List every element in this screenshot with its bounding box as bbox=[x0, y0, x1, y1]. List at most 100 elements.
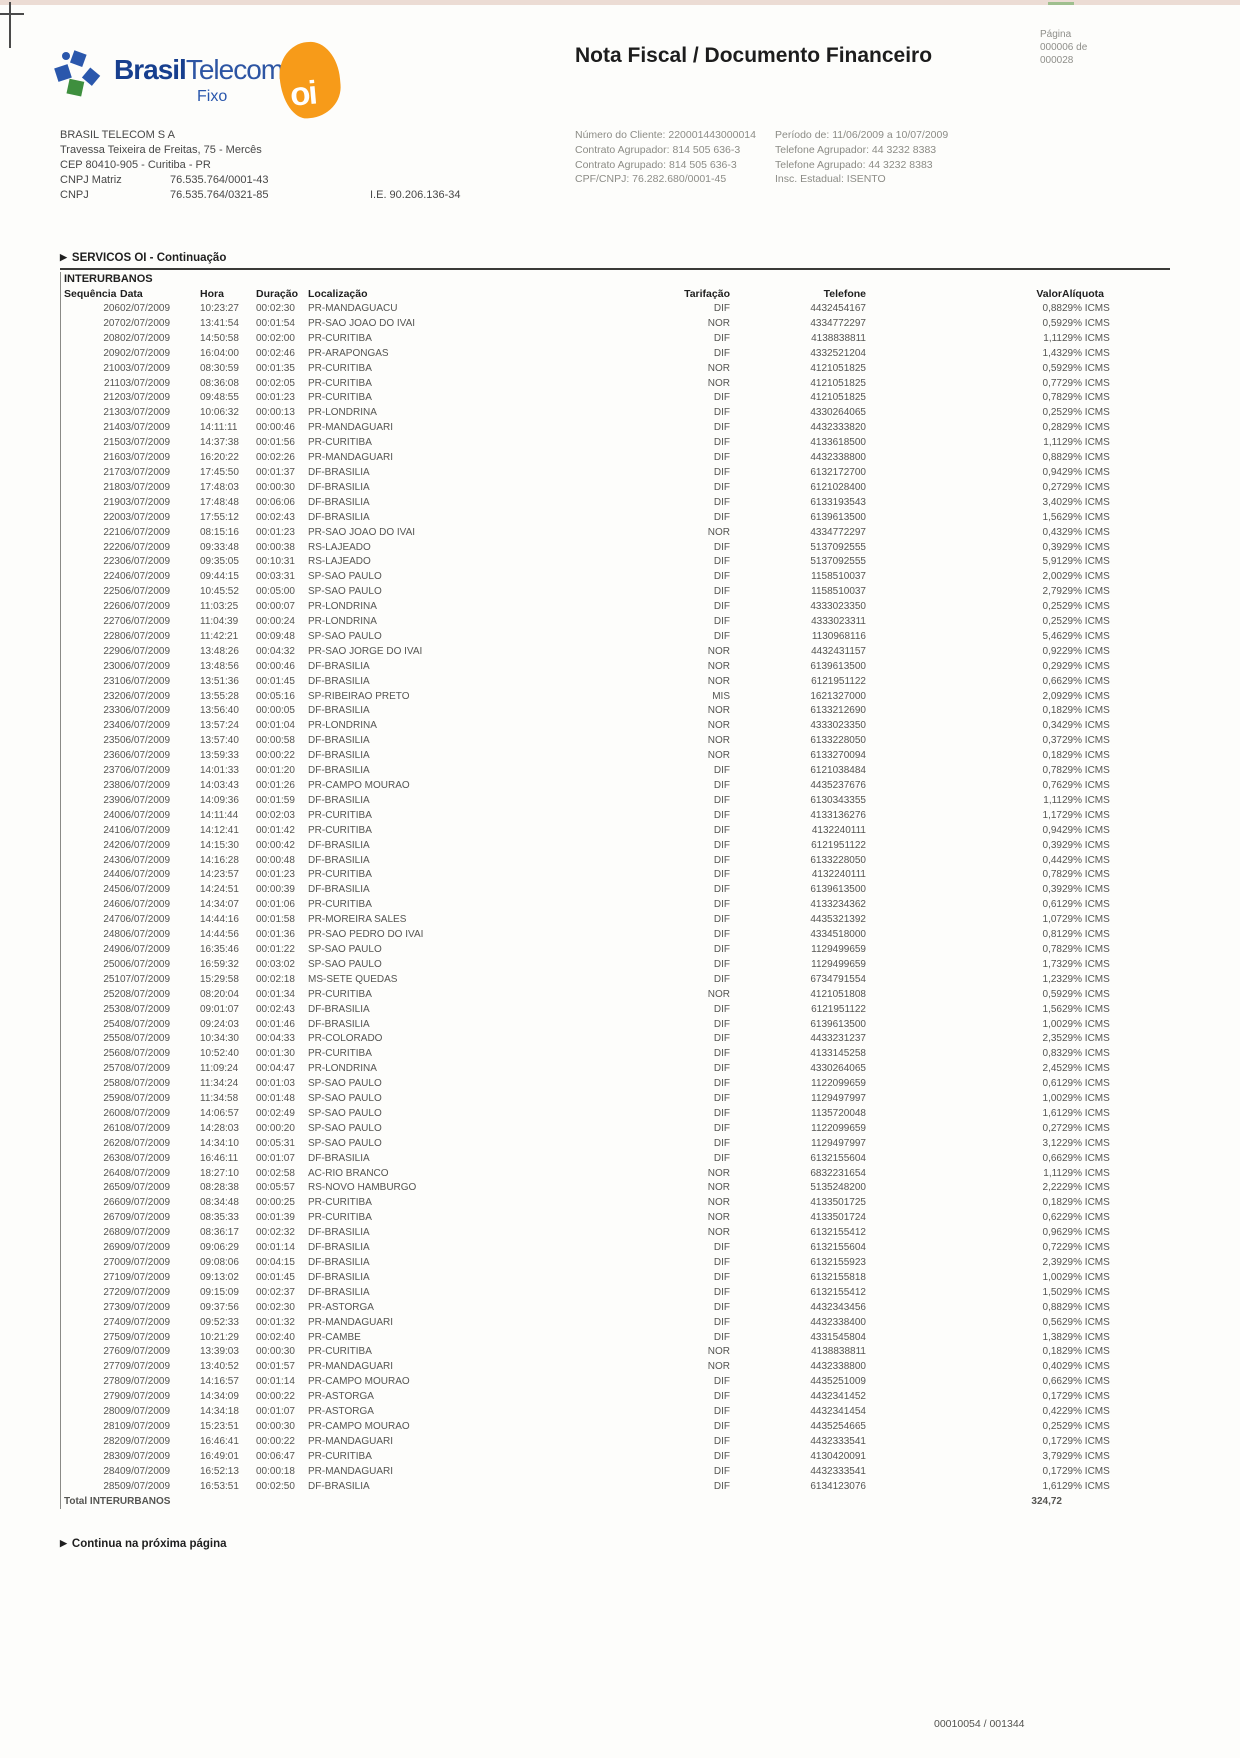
column-header-localizao: Localização bbox=[308, 288, 368, 300]
table-row: 238 06/07/2009 14:03:43 00:01:26 PR-CAMPO MO… bbox=[103, 780, 1110, 791]
table-row: 212 03/07/2009 09:48:55 00:01:23 PR-CURITIBA… bbox=[103, 392, 1110, 404]
table-row: 271 09/07/2009 09:13:02 00:01:45 DF-BRASILIA… bbox=[103, 1271, 1110, 1283]
page-counter-label: Página bbox=[1040, 29, 1072, 40]
column-header-telefone: Telefone bbox=[823, 288, 866, 300]
table-row: 230 06/07/2009 13:48:56 00:00:46 DF-BRASILIA… bbox=[103, 660, 1110, 672]
table-row: 274 09/07/2009 09:52:33 00:01:32 PR-MANDAGUA… bbox=[103, 1316, 1110, 1328]
call-group-label: INTERURBANOS bbox=[64, 273, 153, 285]
table-row: 216 03/07/2009 16:20:22 00:02:26 PR-MANDAGUA… bbox=[103, 452, 1110, 464]
scan-artifact-top-strip bbox=[0, 0, 1240, 5]
table-row: 220 03/07/2009 17:55:12 00:02:43 DF-BRASILIA… bbox=[103, 511, 1110, 523]
table-row: 266 09/07/2009 08:34:48 00:00:25 PR-CURITIBA… bbox=[103, 1197, 1110, 1209]
continuation-text: Continua na próxima página bbox=[71, 1538, 227, 1550]
section-divider bbox=[60, 268, 1170, 270]
table-row: 221 06/07/2009 08:15:16 00:01:23 PR-SAO JOAO… bbox=[103, 526, 1110, 538]
table-row: 249 06/07/2009 16:35:46 00:01:22 SP-SAO PAUL… bbox=[103, 943, 1110, 955]
page-counter-total: 000028 bbox=[1040, 55, 1074, 66]
table-row: 227 06/07/2009 11:04:39 00:00:24 PR-LONDRINA… bbox=[103, 616, 1110, 628]
section-title-text: SERVICOS OI - Continuação bbox=[71, 252, 227, 264]
brasil-telecom-logo-icon bbox=[54, 50, 101, 97]
table-row: 209 02/07/2009 16:04:00 00:02:46 PR-ARAPONGA… bbox=[103, 347, 1110, 359]
table-row: 225 06/07/2009 10:45:52 00:05:00 SP-SAO PAUL… bbox=[103, 586, 1110, 598]
table-row: 222 06/07/2009 09:33:48 00:00:38 RS-LAJEADO D… bbox=[103, 541, 1110, 553]
table-row: 285 09/07/2009 16:53:51 00:02:50 DF-BRASILIA… bbox=[103, 1480, 1110, 1492]
table-row: 224 06/07/2009 09:44:15 00:03:31 SP-SAO PAUL… bbox=[103, 571, 1110, 583]
section-title: ▶ SERVICOS OI - Continuação bbox=[60, 252, 1170, 264]
client-info-line: Contrato Agrupador: 814 505 636-3 bbox=[575, 143, 741, 156]
cnpj-matriz-value: 76.535.764/0001-43 bbox=[170, 174, 269, 186]
document-reference-number: 00010054 / 001344 bbox=[934, 1718, 1025, 1730]
table-row: 235 06/07/2009 13:57:40 00:00:58 DF-BRASILIA… bbox=[103, 735, 1110, 747]
table-row: 210 03/07/2009 08:30:59 00:01:35 PR-CURITIBA… bbox=[103, 362, 1110, 374]
table-row: 250 06/07/2009 16:59:32 00:03:02 SP-SAO PAUL… bbox=[103, 958, 1110, 970]
calls-table: Sequência Data Hora Duração Localização Tarif… bbox=[64, 287, 1168, 1509]
table-row: 236 06/07/2009 13:59:33 00:00:22 DF-BRASILIA… bbox=[103, 750, 1110, 762]
table-row: 276 09/07/2009 13:39:03 00:00:30 PR-CURITIBA… bbox=[103, 1346, 1110, 1358]
table-row: 232 06/07/2009 13:55:28 00:05:16 SP-RIBEIRAO… bbox=[103, 690, 1110, 702]
table-row: 257 08/07/2009 11:09:24 00:04:47 PR-LONDRINA… bbox=[103, 1063, 1110, 1075]
table-row: 282 09/07/2009 16:46:41 00:00:22 PR-MANDAGUA… bbox=[103, 1435, 1110, 1447]
page-counter-value: 000006 de bbox=[1040, 42, 1088, 53]
call-table-body: 206 02/07/2009 10:23:27 00:02:30 PR-MANDAGUA… bbox=[64, 302, 1168, 1495]
table-row: 255 08/07/2009 10:34:30 00:04:33 PR-COLORADO… bbox=[103, 1033, 1110, 1045]
issuer-cnpj-row: CNPJ 76.535.764/0321-85 bbox=[60, 188, 268, 203]
table-row: 240 06/07/2009 14:11:44 00:02:03 PR-CURITIBA… bbox=[103, 809, 1110, 821]
table-header-row: Sequência Data Hora Duração Localização Tarif… bbox=[64, 287, 1168, 302]
table-row: 229 06/07/2009 13:48:26 00:04:32 PR-SAO JORG… bbox=[103, 645, 1110, 657]
cnpj-value: 76.535.764/0321-85 bbox=[170, 189, 269, 201]
table-row: 226 06/07/2009 11:03:25 00:00:07 PR-LONDRINA… bbox=[103, 601, 1110, 613]
total-label: Total INTERURBANOS bbox=[64, 1495, 171, 1507]
table-row: 259 08/07/2009 11:34:58 00:01:48 SP-SAO PAUL… bbox=[103, 1093, 1110, 1105]
table-row: 215 03/07/2009 14:37:38 00:01:56 PR-CURITIBA… bbox=[103, 437, 1110, 449]
column-header-hora: Hora bbox=[200, 288, 224, 300]
table-row: 223 06/07/2009 09:35:05 00:10:31 RS-LAJEADO D… bbox=[103, 556, 1110, 568]
client-info-line: Telefone Agrupado: 44 3232 8383 bbox=[775, 158, 933, 171]
client-info-line: Insc. Estadual: ISENTO bbox=[775, 173, 886, 186]
issuer-name: BRASIL TELECOM S A bbox=[60, 129, 175, 141]
table-row: 278 09/07/2009 14:16:57 00:01:14 PR-CAMPO MO… bbox=[103, 1376, 1110, 1388]
table-row: 217 03/07/2009 17:45:50 00:01:37 DF-BRASILIA… bbox=[103, 466, 1110, 478]
table-row: 270 09/07/2009 09:08:06 00:04:15 DF-BRASILIA… bbox=[103, 1257, 1110, 1268]
table-row: 273 09/07/2009 09:37:56 00:02:30 PR-ASTORGA D… bbox=[103, 1301, 1110, 1313]
table-row: 252 08/07/2009 08:20:04 00:01:34 PR-CURITIBA… bbox=[103, 988, 1110, 1000]
page-counter: Página 000006 de 000028 bbox=[1040, 28, 1087, 67]
table-row: 251 07/07/2009 15:29:58 00:02:18 MS-SETE QUE… bbox=[103, 973, 1110, 985]
table-row: 248 06/07/2009 14:44:56 00:01:36 PR-SAO PEDR… bbox=[103, 929, 1110, 941]
table-row: 283 09/07/2009 16:49:01 00:06:47 PR-CURITIBA… bbox=[103, 1450, 1110, 1462]
column-header-sequncia: Sequência bbox=[64, 288, 117, 300]
table-row: 263 08/07/2009 16:46:11 00:01:07 DF-BRASILIA… bbox=[103, 1152, 1110, 1164]
client-info-line: Telefone Agrupador: 44 3232 8383 bbox=[775, 143, 937, 156]
table-row: 260 08/07/2009 14:06:57 00:02:49 SP-SAO PAUL… bbox=[103, 1107, 1110, 1119]
client-info-left-column: Número do Cliente: 220001443000014 Contra… bbox=[575, 128, 756, 187]
table-row: 280 09/07/2009 14:34:18 00:01:07 PR-ASTORGA D… bbox=[103, 1406, 1110, 1418]
table-row: 241 06/07/2009 14:12:41 00:01:42 PR-CURITIBA… bbox=[103, 824, 1110, 836]
column-header-durao: Duração bbox=[256, 288, 299, 300]
brand-fixo-label: Fixo bbox=[197, 88, 228, 105]
table-row: 272 09/07/2009 09:15:09 00:02:37 DF-BRASILIA… bbox=[103, 1286, 1110, 1298]
brand-wordmark: BrasilTelecom bbox=[114, 54, 284, 86]
client-info-line: Número do Cliente: 220001443000014 bbox=[575, 129, 756, 141]
table-row: 213 03/07/2009 10:06:32 00:00:13 PR-LONDRINA… bbox=[103, 407, 1110, 419]
table-row: 258 08/07/2009 11:34:24 00:01:03 SP-SAO PAUL… bbox=[103, 1078, 1110, 1090]
issuer-city: CEP 80410-905 - Curitiba - PR bbox=[60, 159, 211, 171]
table-row: 219 03/07/2009 17:48:48 00:06:06 DF-BRASILIA… bbox=[103, 496, 1110, 508]
client-info-line: Contrato Agrupado: 814 505 636-3 bbox=[575, 158, 737, 171]
document-title: Nota Fiscal / Documento Financeiro bbox=[575, 44, 933, 67]
table-row: 211 03/07/2009 08:36:08 00:02:05 PR-CURITIBA… bbox=[104, 377, 1110, 389]
table-row: 218 03/07/2009 17:48:03 00:00:30 DF-BRASILIA… bbox=[103, 481, 1110, 493]
table-row: 208 02/07/2009 14:50:58 00:02:00 PR-CURITIBA… bbox=[103, 332, 1110, 344]
table-row: 244 06/07/2009 14:23:57 00:01:23 PR-CURITIBA… bbox=[103, 869, 1110, 881]
table-row: 234 06/07/2009 13:57:24 00:01:04 PR-LONDRINA… bbox=[103, 720, 1110, 732]
table-row: 267 09/07/2009 08:35:33 00:01:39 PR-CURITIBA… bbox=[103, 1212, 1110, 1224]
table-row: 277 09/07/2009 13:40:52 00:01:57 PR-MANDAGUA… bbox=[103, 1361, 1110, 1373]
table-row: 254 08/07/2009 09:24:03 00:01:46 DF-BRASILIA… bbox=[103, 1018, 1110, 1030]
client-info-line: CPF/CNPJ: 76.282.680/0001-45 bbox=[575, 173, 727, 186]
client-info-right-column: Período de: 11/06/2009 a 10/07/2009 Telef… bbox=[775, 128, 948, 187]
state-registration: I.E. 90.206.136-34 bbox=[370, 189, 461, 201]
continuation-note: ▶ Continua na próxima página bbox=[60, 1538, 227, 1550]
table-row: 256 08/07/2009 10:52:40 00:01:30 PR-CURITIBA… bbox=[103, 1048, 1110, 1060]
client-info-line: Período de: 11/06/2009 a 10/07/2009 bbox=[775, 129, 949, 141]
total-value: 324,72 bbox=[1031, 1495, 1062, 1507]
column-header-valor: Valor bbox=[1036, 288, 1062, 300]
